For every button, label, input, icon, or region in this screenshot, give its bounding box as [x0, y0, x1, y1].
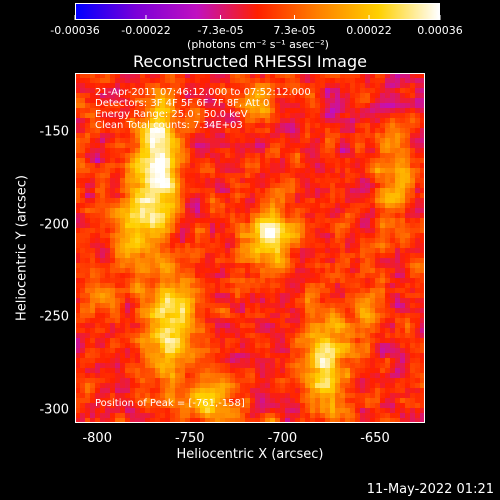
y-axis-label: Heliocentric Y (arcsec)	[14, 175, 30, 321]
annotation-clean-counts: Clean Total counts: 7.34E+03	[95, 120, 243, 131]
y-tick-label: -200	[39, 217, 69, 233]
x-tick-label: -700	[267, 431, 298, 446]
colorbar	[75, 3, 440, 20]
x-tick-label: -650	[360, 431, 390, 446]
annotation-energy-range: Energy Range: 25.0 - 50.0 keV	[95, 109, 248, 120]
x-tick-label: -800	[82, 431, 112, 446]
annotation-time-range: 21-Apr-2011 07:46:12.000 to 07:52:12.000	[95, 87, 311, 98]
colorbar-tick-label: 0.00022	[346, 24, 392, 37]
chart-title: Reconstructed RHESSI Image	[133, 52, 367, 71]
y-tick-label: -250	[39, 309, 69, 325]
colorbar-tick-label: 7.3e-05	[273, 24, 316, 37]
annotation-detectors: Detectors: 3F 4F 5F 6F 7F 8F, Att 0	[95, 98, 270, 109]
colorbar-tick-label: -0.00036	[50, 24, 100, 37]
colorbar-tick-label: -7.3e-05	[197, 24, 244, 37]
y-tick-label: -300	[39, 402, 69, 418]
x-tick-label: -750	[175, 431, 205, 446]
datestamp: 11-May-2022 01:21	[366, 482, 494, 497]
annotation-peak-position: Position of Peak = [-761,-158]	[95, 398, 245, 409]
heatmap-image	[75, 73, 425, 423]
y-tick-label: -150	[39, 124, 69, 140]
heatmap-plot	[75, 73, 425, 423]
colorbar-unit: (photons cm⁻² s⁻¹ asec⁻²)	[187, 38, 329, 51]
colorbar-tick-label: 0.00036	[417, 24, 463, 37]
x-axis-label: Heliocentric X (arcsec)	[176, 447, 324, 462]
colorbar-tick-label: -0.00022	[121, 24, 171, 37]
